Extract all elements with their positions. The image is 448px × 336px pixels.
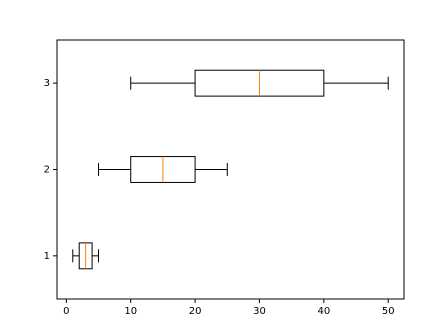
x-tick-label: 40 <box>317 306 330 317</box>
x-tick-label: 0 <box>63 306 69 317</box>
x-tick-label: 20 <box>189 306 202 317</box>
y-tick-label: 1 <box>44 251 50 262</box>
x-tick-label: 50 <box>382 306 395 317</box>
x-tick-label: 30 <box>253 306 266 317</box>
y-tick-label: 2 <box>44 165 50 176</box>
y-tick-label: 3 <box>44 78 50 89</box>
x-tick-label: 10 <box>124 306 137 317</box>
